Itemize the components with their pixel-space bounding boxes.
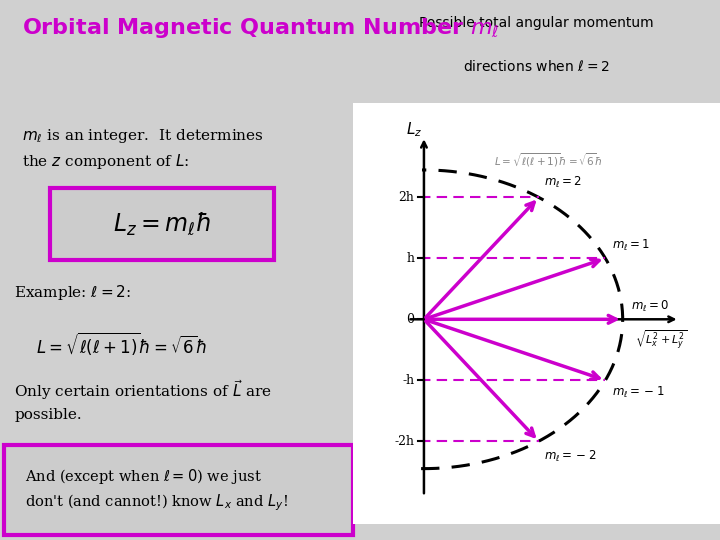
FancyBboxPatch shape (50, 188, 274, 260)
Text: $L = \sqrt{\ell(\ell+1)}\hbar = \sqrt{6}\hbar$: $L = \sqrt{\ell(\ell+1)}\hbar = \sqrt{6}… (36, 331, 207, 358)
Text: $L = \sqrt{\ell(\ell+1)}\hbar = \sqrt{6}\hbar$: $L = \sqrt{\ell(\ell+1)}\hbar = \sqrt{6}… (493, 152, 602, 170)
Text: -h: -h (402, 374, 414, 387)
Text: Example: $\ell = 2$:: Example: $\ell = 2$: (14, 284, 132, 302)
Text: 2h: 2h (398, 191, 414, 204)
Text: $L_z$: $L_z$ (406, 121, 423, 139)
Text: And (except when $\ell = 0$) we just
don't (and cannot!) know $L_x$ and $L_y$!: And (except when $\ell = 0$) we just don… (25, 467, 288, 514)
Text: $L_z = m_\ell\hbar$: $L_z = m_\ell\hbar$ (113, 211, 211, 237)
Text: Orbital Magnetic Quantum Number $m_\ell$: Orbital Magnetic Quantum Number $m_\ell$ (22, 16, 499, 40)
Text: $m_\ell = -1$: $m_\ell = -1$ (612, 385, 665, 400)
Text: Possible total angular momentum: Possible total angular momentum (419, 16, 654, 30)
Text: $m_\ell = 1$: $m_\ell = 1$ (612, 238, 650, 253)
FancyBboxPatch shape (4, 445, 353, 535)
Text: $m_\ell = 2$: $m_\ell = 2$ (544, 175, 582, 190)
Text: 0: 0 (406, 313, 414, 326)
Text: h: h (406, 252, 414, 265)
Text: directions when $\ell = 2$: directions when $\ell = 2$ (463, 59, 610, 75)
Text: -2h: -2h (395, 435, 414, 448)
FancyBboxPatch shape (353, 103, 720, 524)
Text: $\sqrt{L_x^2+L_y^2}$: $\sqrt{L_x^2+L_y^2}$ (635, 328, 687, 352)
Text: $m_\ell = -2$: $m_\ell = -2$ (544, 449, 596, 464)
Text: $m_\ell$ is an integer.  It determines
the $z$ component of $L$:: $m_\ell$ is an integer. It determines th… (22, 126, 264, 171)
Text: $m_\ell = 0$: $m_\ell = 0$ (631, 299, 669, 314)
Text: Only certain orientations of $\vec{L}$ are
possible.: Only certain orientations of $\vec{L}$ a… (14, 379, 272, 422)
